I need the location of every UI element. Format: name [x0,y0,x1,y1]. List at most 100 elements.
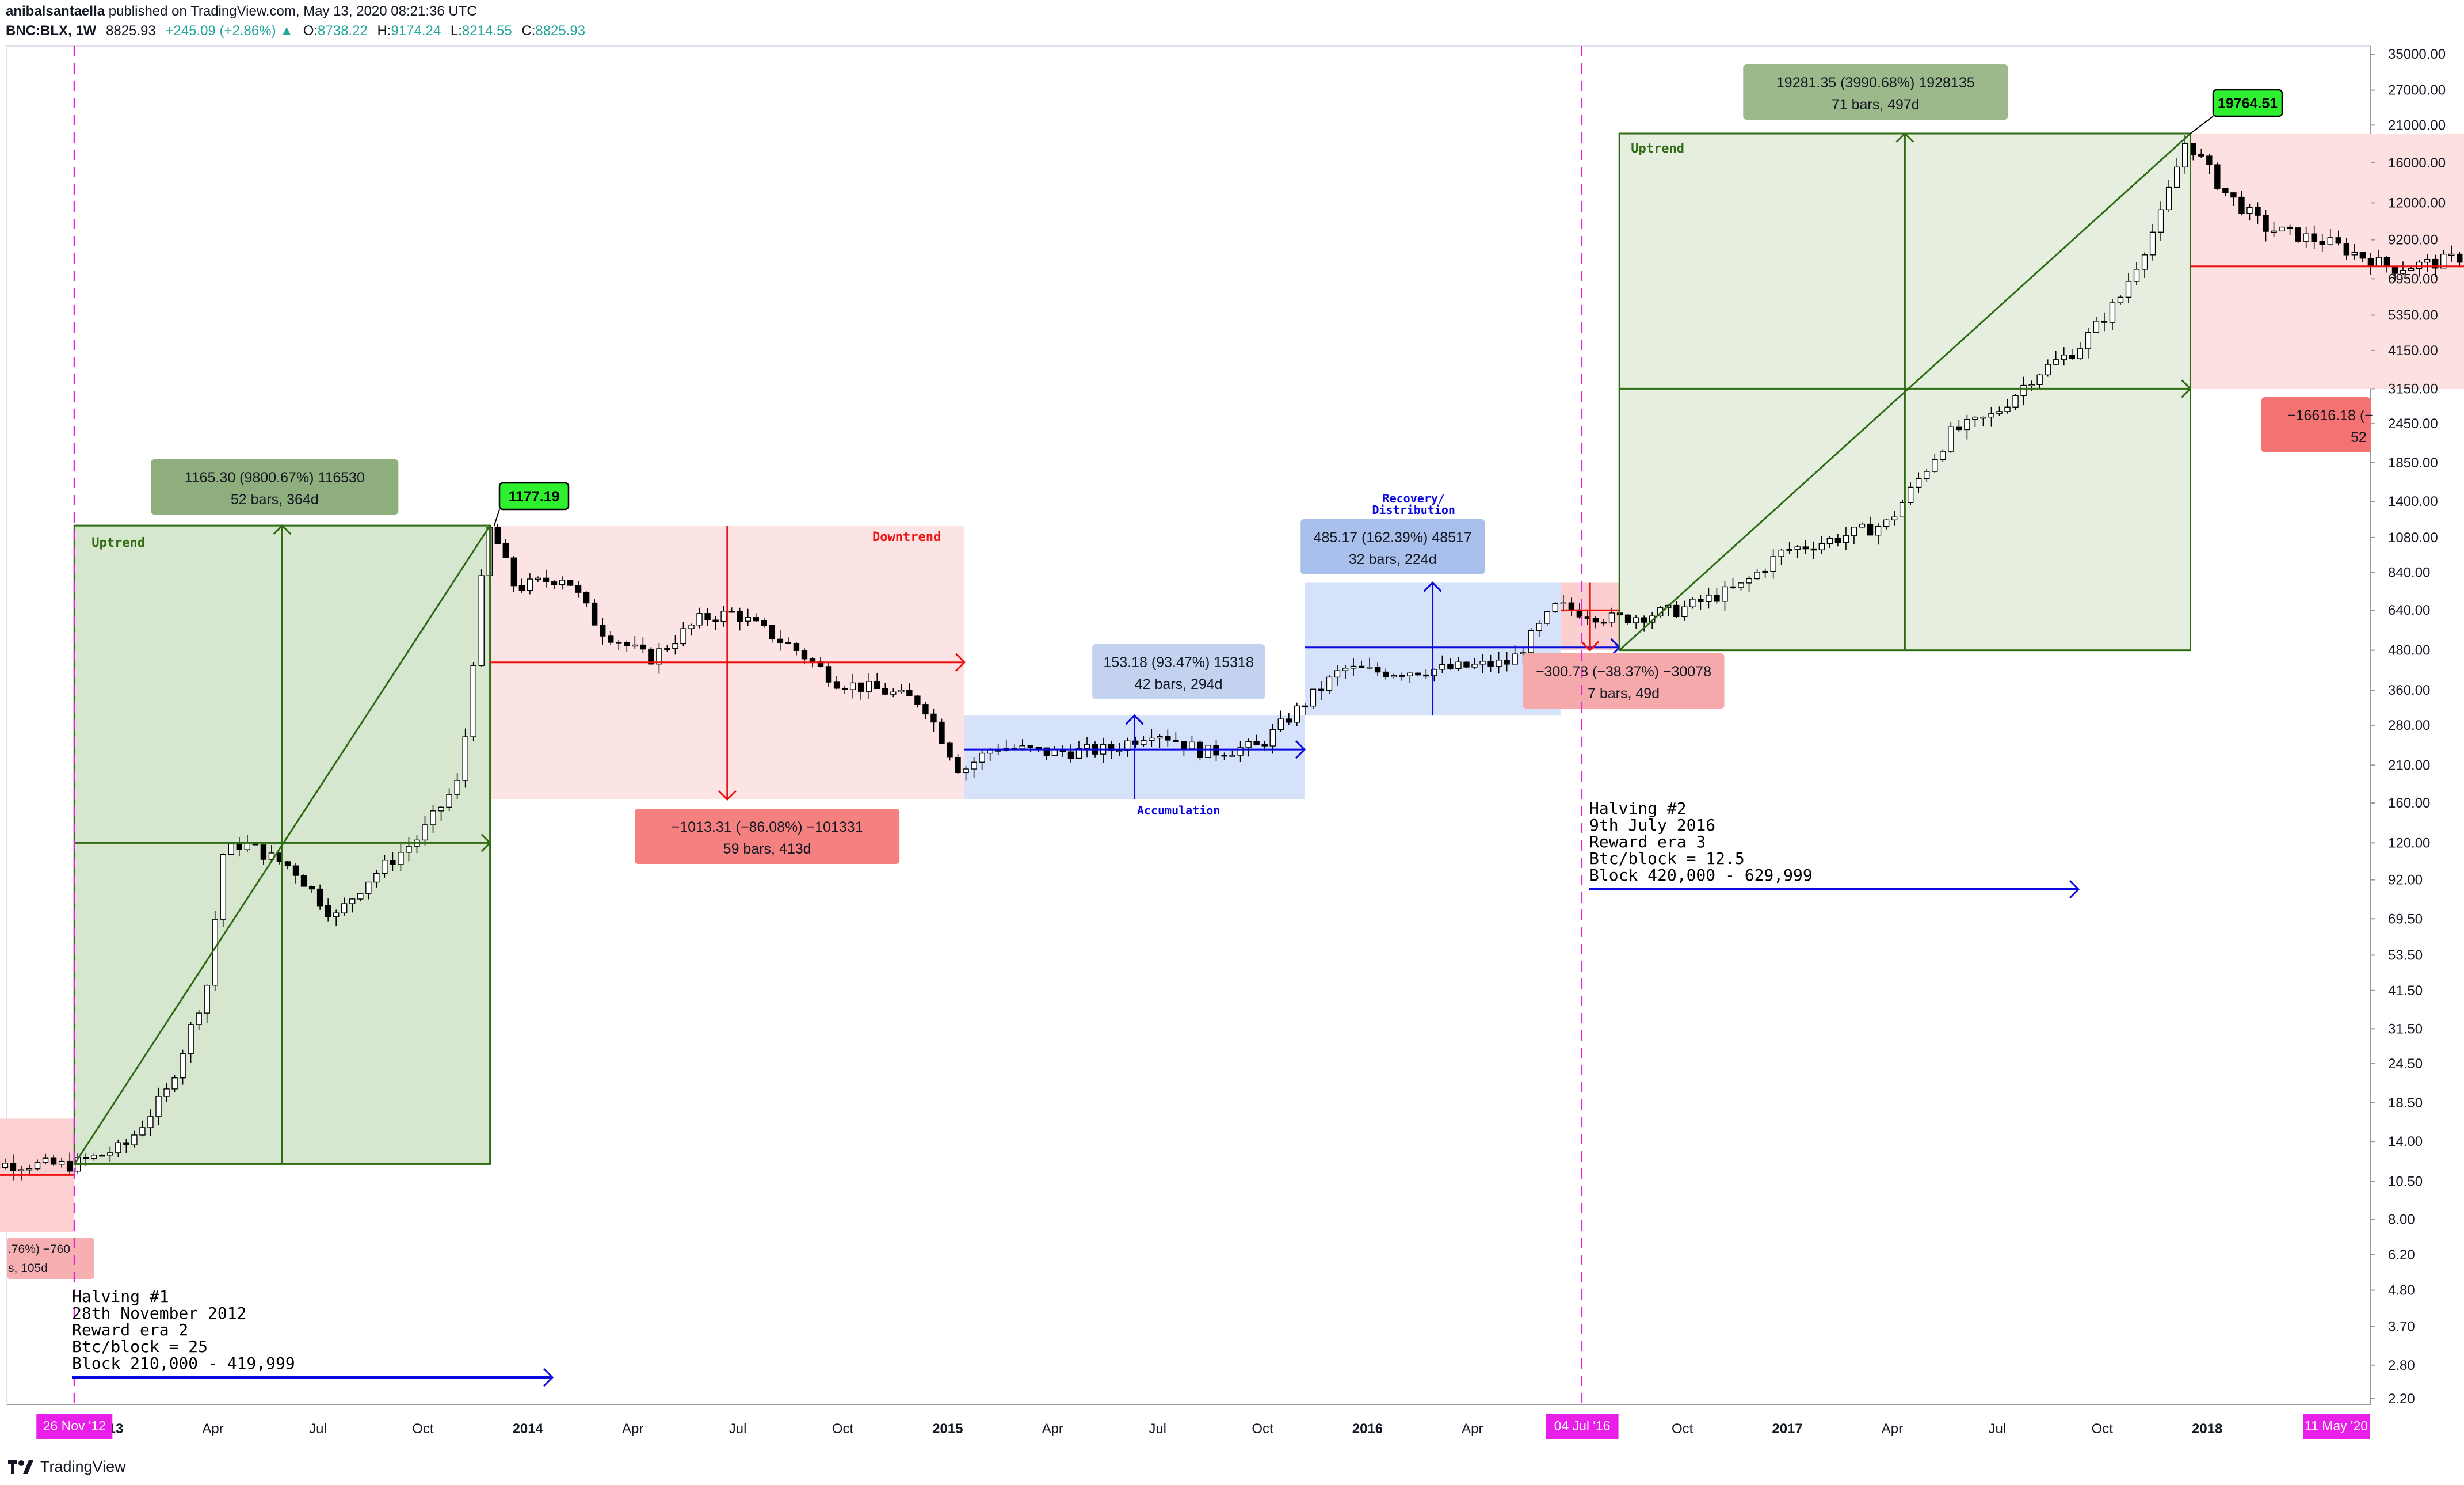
candle-body [914,695,921,705]
candle-body [2238,196,2245,214]
y-tick-label: 35000.00 [2388,47,2446,62]
accumulation-arrow-right-icon [1295,740,1306,759]
candle-body [220,854,226,920]
candle-body [1851,527,1857,536]
candle-body [2198,154,2204,157]
low-label: L: [450,23,462,39]
x-tick-label: 2015 [932,1421,963,1437]
uptrend-1-arrow-up-icon [273,524,292,535]
candle-body [1132,740,1139,745]
candle-body [1924,471,1930,479]
candle-body [1940,451,1946,460]
candle-body [2295,227,2301,242]
candle-body [543,577,550,582]
candle-body [1391,675,1397,677]
x-tick-label: Jul [309,1421,327,1437]
candle-body [2303,233,2309,242]
early-stats-line1: .76%) −760 [8,1243,70,1256]
date-flag-text: 04 Jul '16 [1554,1418,1611,1433]
candle-body [1592,618,1599,623]
candle-body [1294,705,1300,723]
candle-body [308,886,315,890]
candle-body [1415,672,1421,676]
candle-body [599,625,606,637]
candle-body [1165,736,1171,741]
candle-body [640,644,646,650]
candle-body [1778,549,1784,557]
candle-body [1149,737,1155,741]
halving-1-text: Reward era 2 [72,1320,188,1339]
candle-body [809,658,816,662]
candle-body [1205,745,1211,758]
x-tick-label: Apr [1882,1421,1903,1437]
pullback-stats-box [1523,653,1725,709]
recovery-stats-line1: 485.17 (162.39%) 48517 [1314,530,1472,546]
candle-body [1810,548,1817,551]
uptrend-1-stats-line2: 52 bars, 364d [231,492,319,508]
y-tick-label: 2450.00 [2388,416,2438,432]
candle-body [1964,418,1970,431]
candle-body [1972,416,1978,420]
candle-body [930,713,937,723]
halving-2-text: Halving #2 [1589,799,1687,818]
candle-body [2351,252,2358,256]
y-tick-label: 480.00 [2388,643,2430,658]
accumulation-stats-line2: 42 bars, 294d [1135,676,1223,692]
downtrend-arrow-down-icon [718,790,737,801]
y-tick-label: 1850.00 [2388,455,2438,471]
candle-body [422,824,428,841]
candle-body [1173,740,1179,742]
candle-body [955,757,961,774]
candle-body [1181,741,1187,749]
y-tick-label: 41.50 [2388,983,2423,999]
accumulation-arrow-up-icon [1125,714,1144,725]
candle-body [1633,617,1639,623]
candle-body [1261,744,1268,747]
x-tick-label: Oct [1252,1421,1273,1437]
candle-body [2367,258,2374,267]
correction-box[interactable] [2190,133,2464,389]
candle-body [1624,614,1631,623]
halving-1-text: Block 210,000 - 419,999 [72,1354,295,1373]
candle-body [2141,254,2148,270]
candle-body [2109,302,2116,323]
author-name[interactable]: anibalsantaella [6,3,105,19]
downtrend-arrow-right-icon [955,653,966,672]
x-tick-label: Oct [2092,1421,2114,1437]
candle-body [300,875,307,887]
y-tick-label: 360.00 [2388,683,2430,698]
candle-body [1980,416,1986,419]
date-flag-box [2303,1414,2370,1439]
candle-body [1673,604,1680,618]
tradingview-logo-icon[interactable] [8,1458,33,1475]
candle-body [163,1088,170,1097]
candle-body [1770,556,1776,572]
y-tick-label: 10.50 [2388,1174,2423,1190]
y-tick-label: 1080.00 [2388,530,2438,546]
candle-body [2061,355,2067,360]
candle-body [1075,748,1082,759]
candle-body [2,1163,9,1168]
candle-body [1891,516,1898,521]
y-tick-label: 3.70 [2388,1319,2415,1334]
y-tick-label: 31.50 [2388,1021,2423,1037]
candle-body [1382,671,1389,677]
pullback-stats-line2: 7 bars, 49d [1588,686,1660,702]
candle-body [2206,155,2213,165]
candle-body [2012,395,2019,408]
candle-body [632,644,638,647]
candle-body [2457,253,2463,263]
downtrend-stats-line2: 59 bars, 413d [723,841,811,857]
candle-body [1302,705,1309,708]
candle-body [2327,237,2333,245]
recovery-stats-box [1300,519,1485,574]
y-tick-label: 9200.00 [2388,233,2438,248]
candle-body [171,1077,178,1090]
candle-body [1722,586,1728,602]
x-tick-label: 2017 [1772,1421,1802,1437]
accumulation-stats-box [1092,644,1265,699]
downtrend-title: Downtrend [872,530,941,544]
tradingview-brand[interactable]: TradingView [40,1457,126,1475]
candle-body [42,1157,49,1163]
